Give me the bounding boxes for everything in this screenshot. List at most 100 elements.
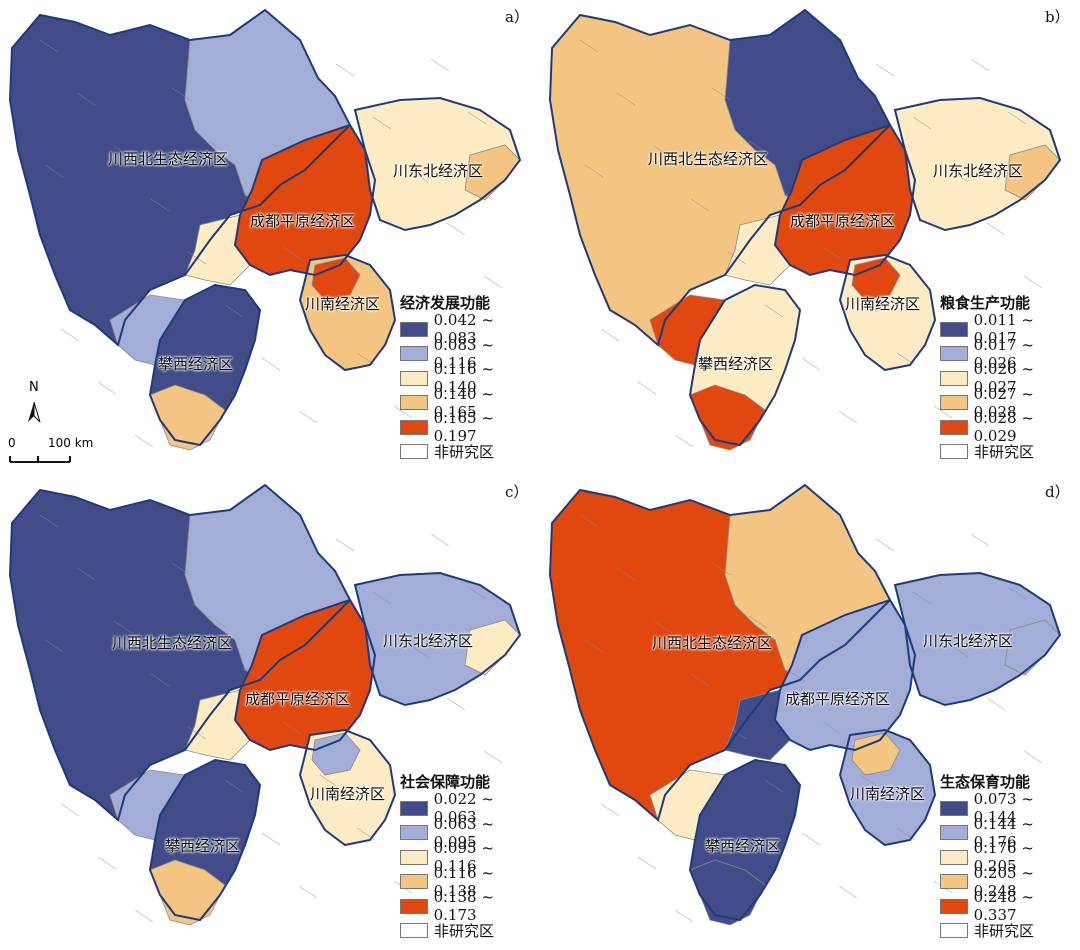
legend: 生态保育功能 0.073 ~ 0.144 0.144 ~ 0.176 0.176 ~ … (940, 771, 1080, 943)
legend-range: 0.140 ~ 0.165 (433, 384, 494, 421)
legend-swatch (940, 874, 968, 890)
legend-swatch (940, 444, 968, 460)
legend-swatch (940, 849, 968, 865)
county-boundary (335, 538, 355, 552)
county-boundary (372, 116, 392, 130)
county-boundary (986, 222, 1006, 236)
region-panxi-s (689, 859, 766, 926)
legend-swatch (400, 444, 428, 460)
county-boundary (653, 620, 673, 634)
county-boundary (838, 410, 858, 424)
legend-range: 0.022 ~ 0.063 (433, 790, 494, 827)
legend-range: 0.116 ~ 0.140 (433, 360, 494, 397)
legend-range: 0.083 ~ 0.116 (433, 335, 494, 372)
zone-label-northwest: 川西北生态经济区 (112, 634, 233, 652)
legend-title: 经济发展功能 (400, 294, 491, 312)
county-boundary (208, 140, 228, 154)
county-boundary (44, 164, 64, 178)
legend: 粮食生产功能 0.011 ~ 0.017 0.017 ~ 0.026 0.026 ~ … (940, 292, 1080, 464)
zone-boundary-chengdu (233, 598, 377, 752)
county-boundary (584, 164, 604, 178)
county-boundary (335, 63, 355, 77)
county-boundary (1023, 275, 1043, 289)
zone-boundary-panxi (148, 758, 262, 922)
county-boundary (150, 673, 170, 687)
legend-range: 0.095 ~ 0.116 (433, 839, 494, 876)
county-boundary (319, 299, 339, 313)
panel-letter: b） (1045, 8, 1070, 26)
county-boundary (39, 514, 59, 528)
legend-range: 0.073 ~ 0.144 (973, 790, 1034, 827)
zone-label-panxi: 攀西经济区 (165, 837, 241, 855)
legend-swatch (940, 395, 968, 411)
legend-item: 0.205 ~ 0.248 (940, 864, 1080, 900)
county-boundary (653, 145, 673, 159)
county-boundary (1023, 750, 1043, 764)
legend-swatch (400, 419, 428, 435)
county-boundary (282, 246, 302, 260)
zone-boundary-panxi (688, 283, 802, 447)
county-boundary (298, 885, 318, 899)
legend-swatch (940, 825, 968, 841)
county-boundary (430, 533, 450, 547)
legend-item-nonstudy: 非研究区 (940, 440, 1080, 465)
zone-label-chengdu: 成都平原经济区 (250, 212, 356, 230)
legend-item: 0.073 ~ 0.144 (940, 790, 1080, 826)
zone-boundary-chengdu (773, 598, 917, 752)
legend-swatch (400, 898, 428, 914)
zone-label-panxi: 攀西经济区 (698, 355, 774, 373)
sichuan-choropleth-map (548, 483, 1062, 926)
legend-item: 0.026 ~ 0.027 (940, 360, 1080, 396)
zone-label-south: 川南经济区 (850, 785, 926, 803)
zone-boundary-northeast (353, 571, 522, 707)
zone-boundary-northwest (548, 483, 892, 822)
county-boundary (97, 381, 117, 395)
zone-boundary-south (298, 728, 397, 847)
region-panxi-s (689, 384, 766, 451)
legend-item: 0.116 ~ 0.138 (400, 864, 540, 900)
county-boundary (859, 774, 879, 788)
legend-range: 非研究区 (434, 443, 495, 462)
county-boundary (282, 721, 302, 735)
legend-item: 0.011 ~ 0.017 (940, 311, 1080, 347)
county-boundary (483, 750, 503, 764)
sichuan-choropleth-map (8, 8, 522, 451)
county-boundary (409, 644, 429, 658)
legend-range: 0.063 ~ 0.095 (433, 814, 494, 851)
legend-item: 0.116 ~ 0.140 (400, 360, 540, 396)
legend-swatch (940, 419, 968, 435)
zone-label-chengdu: 成都平原经济区 (790, 212, 896, 230)
county-boundary (764, 304, 784, 318)
zone-boundary-panxi (688, 758, 802, 922)
zone-label-northwest: 川西北生态经济区 (652, 634, 773, 652)
county-boundary (690, 673, 710, 687)
legend-item: 0.165 ~ 0.197 (400, 409, 540, 445)
legend-range: 0.176 ~ 0.205 (973, 839, 1034, 876)
legend-range: 0.165 ~ 0.197 (433, 409, 494, 446)
legend-item: 0.022 ~ 0.063 (400, 790, 540, 826)
legend-item: 0.248 ~ 0.337 (940, 888, 1080, 924)
legend-item: 0.138 ~ 0.173 (400, 888, 540, 924)
map-panel-social: 川西北生态经济区 川东北经济区 成都平原经济区 川南经济区 攀西经济区 c） 社会保障功能 0… (0, 475, 540, 950)
county-boundary (970, 533, 990, 547)
county-boundary (912, 591, 932, 605)
zone-label-chengdu: 成都平原经济区 (785, 690, 891, 708)
zone-label-chengdu: 成都平原经济区 (245, 690, 351, 708)
scale-bar: N 0 100 km (8, 378, 118, 468)
county-boundary (171, 87, 191, 101)
county-boundary (467, 111, 487, 125)
legend-range: 0.042 ~ 0.083 (433, 311, 494, 348)
legend-item: 0.083 ~ 0.116 (400, 336, 540, 372)
legend: 经济发展功能 0.042 ~ 0.083 0.083 ~ 0.116 0.116 ~ … (400, 292, 540, 464)
legend-item-nonstudy: 非研究区 (400, 440, 540, 465)
county-boundary (748, 615, 768, 629)
legend-item-nonstudy: 非研究区 (400, 919, 540, 944)
panel-letter: c） (505, 483, 529, 501)
region-panxi-s (149, 859, 226, 926)
county-boundary (430, 58, 450, 72)
county-boundary (171, 562, 191, 576)
legend-swatch (400, 346, 428, 362)
scale-zero: 0 (8, 436, 16, 450)
county-boundary (446, 222, 466, 236)
legend-range: 0.026 ~ 0.027 (973, 360, 1034, 397)
